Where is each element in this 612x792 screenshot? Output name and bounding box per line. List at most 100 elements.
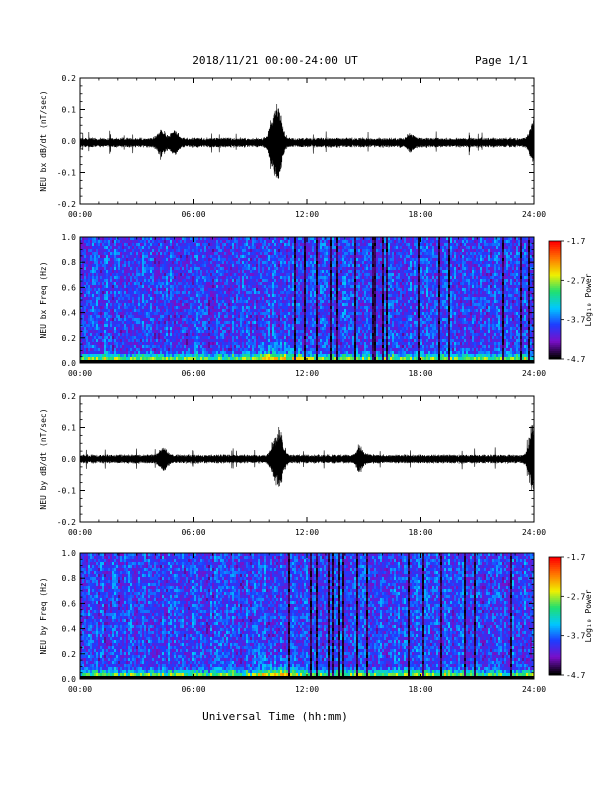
spectrogram-cell (126, 252, 128, 255)
spectrogram-cell (164, 309, 166, 312)
spectrogram-cell (112, 285, 114, 288)
spectrogram-cell (102, 285, 104, 288)
spectrogram-cell (122, 252, 124, 255)
spectrogram-cell (136, 354, 138, 357)
spectrogram-cell (218, 321, 220, 324)
spectrogram-cell (310, 336, 312, 339)
spectrogram-cell (224, 246, 226, 249)
spectrogram-cell (196, 339, 198, 342)
spectrogram-cell (176, 279, 178, 282)
spectrogram-cell (254, 294, 256, 297)
spectrogram-cell (116, 291, 118, 294)
spectrogram-cell (90, 321, 92, 324)
spectrogram-cell (300, 258, 302, 261)
spectrogram-cell (242, 246, 244, 249)
spectrogram-cell (156, 282, 158, 285)
spectrogram-cell (268, 303, 270, 306)
spectrogram-cell (274, 303, 276, 306)
spectrogram-cell (190, 300, 192, 303)
spectrogram-cell (250, 348, 252, 351)
spectrogram-cell (290, 330, 292, 333)
spectrogram-cell (178, 348, 180, 351)
spectrogram-cell (96, 243, 98, 246)
spectrogram-cell (126, 246, 128, 249)
spectrogram-cell (258, 315, 260, 318)
spectrogram-cell (244, 285, 246, 288)
spectrogram-cell (126, 294, 128, 297)
spectrogram-cell (202, 306, 204, 309)
spectrogram-cell (296, 297, 298, 300)
spectrogram-cell (100, 279, 102, 282)
spectrogram-cell (276, 246, 278, 249)
spectrogram-cell (98, 261, 100, 264)
spectrogram-cell (192, 243, 194, 246)
spectrogram-cell (140, 285, 142, 288)
spectrogram-cell (228, 324, 230, 327)
spectrogram-cell (252, 243, 254, 246)
spectrogram-cell (86, 279, 88, 282)
spectrogram-cell (140, 321, 142, 324)
spectrogram-cell (154, 357, 156, 360)
spectrogram-cell (160, 243, 162, 246)
spectrogram-cell (158, 324, 160, 327)
spectrogram-cell (170, 351, 172, 354)
spectrogram-cell (262, 258, 264, 261)
spectrogram-cell (92, 327, 94, 330)
spectrogram-cell (264, 321, 266, 324)
spectrogram-cell (110, 300, 112, 303)
spectrogram-cell (212, 342, 214, 345)
spectrogram-cell (174, 348, 176, 351)
spectrogram-cell (258, 246, 260, 249)
spectrogram-cell (104, 351, 106, 354)
spectrogram-cell (266, 267, 268, 270)
spectrogram-cell (284, 306, 286, 309)
spectrogram-cell (184, 297, 186, 300)
spectrogram-cell (146, 342, 148, 345)
spectrogram-cell (230, 267, 232, 270)
spectrogram-cell (288, 309, 290, 312)
spectrogram-cell (118, 357, 120, 360)
spectrogram-cell (88, 312, 90, 315)
spectrogram-cell (154, 258, 156, 261)
spectrogram-cell (122, 243, 124, 246)
spectrogram-cell (194, 273, 196, 276)
spectrogram-cell (146, 348, 148, 351)
spectrogram-cell (114, 291, 116, 294)
spectrogram-cell (176, 309, 178, 312)
spectrogram-cell (268, 297, 270, 300)
spectrogram-cell (110, 291, 112, 294)
spectrogram-cell (180, 342, 182, 345)
spectrogram-cell (300, 288, 302, 291)
spectrogram-cell (238, 354, 240, 357)
spectrogram-cell (296, 240, 298, 243)
spectrogram-cell (136, 339, 138, 342)
spectrogram-cell (210, 240, 212, 243)
spectrogram-cell (112, 249, 114, 252)
spectrogram-cell (282, 291, 284, 294)
spectrogram-cell (170, 330, 172, 333)
spectrogram-cell (138, 312, 140, 315)
spectrogram-cell (166, 261, 168, 264)
spectrogram-cell (254, 315, 256, 318)
spectrogram-cell (86, 327, 88, 330)
spectrogram-cell (208, 249, 210, 252)
spectrogram-cell (250, 333, 252, 336)
spectrogram-cell (98, 321, 100, 324)
spectrogram-cell (128, 306, 130, 309)
spectrogram-cell (184, 312, 186, 315)
spectrogram-cell (230, 276, 232, 279)
spectrogram-cell (140, 291, 142, 294)
spectrogram-cell (130, 258, 132, 261)
spectrogram-cell (254, 258, 256, 261)
spectrogram-cell (276, 324, 278, 327)
spectrogram-cell (160, 294, 162, 297)
spectrogram-cell (308, 243, 310, 246)
spectrogram-cell (298, 294, 300, 297)
spectrogram-cell (198, 240, 200, 243)
spectrogram-cell (108, 252, 110, 255)
spectrogram-cell (236, 279, 238, 282)
spectrogram-cell (114, 297, 116, 300)
spectrogram-cell (278, 291, 280, 294)
spectrogram-cell (168, 291, 170, 294)
spectrogram-cell (242, 354, 244, 357)
